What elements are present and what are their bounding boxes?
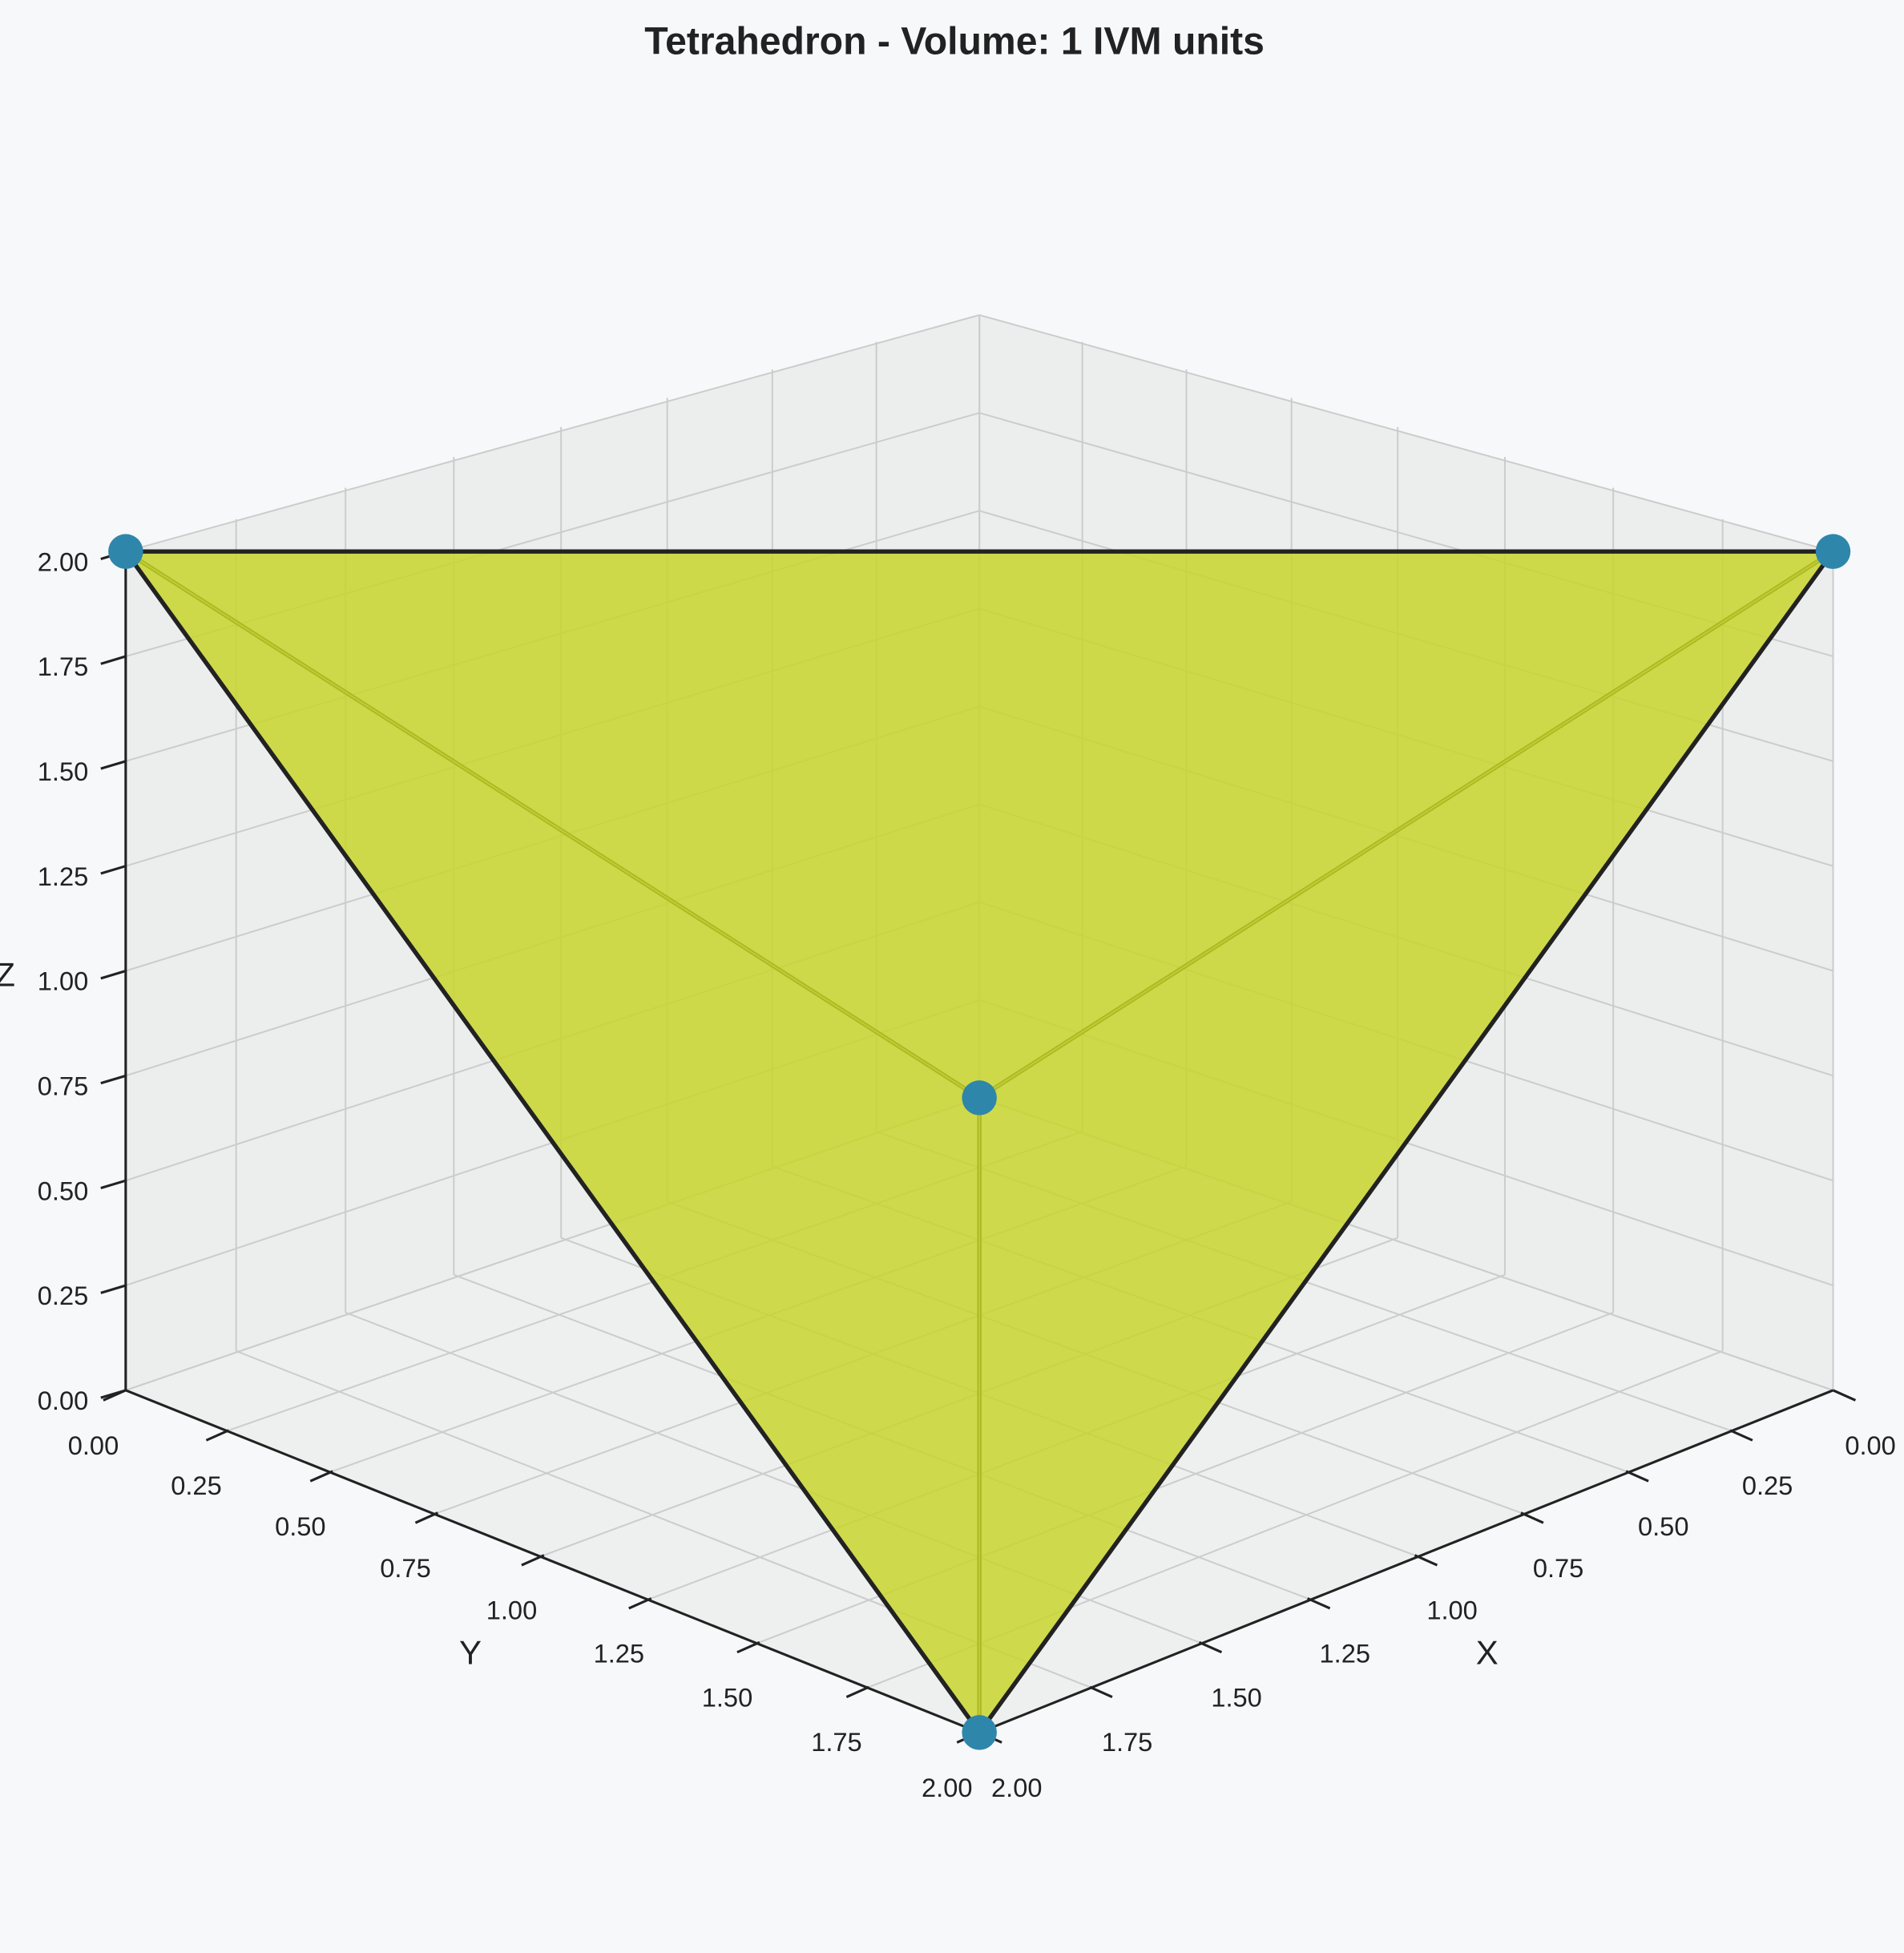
- x-tick-label: 1.50: [1211, 1682, 1261, 1712]
- z-tick: [100, 865, 127, 875]
- x-tick-label: 0.75: [1533, 1553, 1583, 1583]
- x-tick-label: 1.75: [1102, 1727, 1152, 1757]
- vertex-point: [108, 534, 143, 569]
- z-axis-title: Z: [0, 955, 15, 993]
- x-tick: [1520, 1511, 1544, 1524]
- x-axis-title: X: [1476, 1634, 1499, 1672]
- grid-line: [978, 314, 1833, 553]
- y-axis-line: [125, 1389, 980, 1734]
- z-tick-label: 1.50: [38, 757, 88, 786]
- y-tick: [205, 1429, 229, 1442]
- x-tick: [1307, 1597, 1331, 1610]
- z-tick: [100, 1179, 127, 1189]
- edge: [123, 550, 982, 1734]
- x-tick-label: 1.25: [1320, 1639, 1370, 1669]
- y-tick: [309, 1470, 333, 1483]
- y-tick-label: 0.25: [171, 1471, 221, 1500]
- y-tick: [414, 1511, 438, 1524]
- x-tick: [1414, 1554, 1438, 1567]
- y-tick: [103, 1389, 127, 1402]
- z-tick-label: 1.25: [38, 861, 88, 891]
- x-tick-label: 0.25: [1742, 1471, 1793, 1500]
- y-tick: [845, 1685, 869, 1698]
- y-tick: [521, 1554, 545, 1567]
- x-tick-label: 0.50: [1638, 1511, 1688, 1541]
- x-tick: [1089, 1685, 1113, 1698]
- y-axis-title: Y: [459, 1634, 482, 1672]
- y-tick-label: 0.75: [380, 1553, 430, 1583]
- vertex-point: [962, 1715, 997, 1750]
- z-tick-label: 2.00: [38, 547, 88, 576]
- y-tick: [628, 1597, 652, 1610]
- z-tick: [100, 655, 127, 665]
- x-tick-label: 2.00: [991, 1773, 1042, 1802]
- x-tick: [1198, 1640, 1223, 1654]
- x-tick-label: 1.00: [1426, 1596, 1477, 1625]
- x-tick: [1625, 1470, 1649, 1483]
- z-tick-label: 1.75: [38, 652, 88, 681]
- grid-line: [125, 314, 980, 553]
- x-tick: [1729, 1429, 1753, 1442]
- z-tick: [100, 760, 127, 770]
- z-tick-label: 0.25: [38, 1281, 88, 1310]
- chart-title: Tetrahedron - Volume: 1 IVM units: [644, 19, 1265, 63]
- edge: [977, 550, 1835, 1734]
- z-tick-label: 0.50: [38, 1176, 88, 1205]
- z-tick-label: 0.75: [38, 1071, 88, 1100]
- z-tick-label: 0.00: [38, 1386, 88, 1415]
- x-tick-label: 0.00: [1845, 1430, 1895, 1460]
- y-tick-label: 1.00: [486, 1596, 537, 1625]
- x-tick: [1832, 1389, 1857, 1402]
- y-tick-label: 1.25: [594, 1639, 644, 1669]
- y-tick-label: 0.50: [275, 1511, 325, 1541]
- vertex-point: [962, 1080, 997, 1116]
- x-axis-line: [978, 1389, 1834, 1734]
- z-tick-label: 1.00: [38, 966, 88, 996]
- y-tick-label: 2.00: [922, 1773, 972, 1802]
- vertex-point: [1815, 534, 1851, 569]
- y-tick: [736, 1640, 760, 1654]
- y-tick-label: 1.75: [811, 1727, 861, 1757]
- z-tick: [100, 1284, 127, 1294]
- z-tick: [100, 1074, 127, 1085]
- z-tick: [100, 970, 127, 980]
- y-tick-label: 0.00: [68, 1430, 119, 1460]
- y-tick-label: 1.50: [702, 1682, 752, 1712]
